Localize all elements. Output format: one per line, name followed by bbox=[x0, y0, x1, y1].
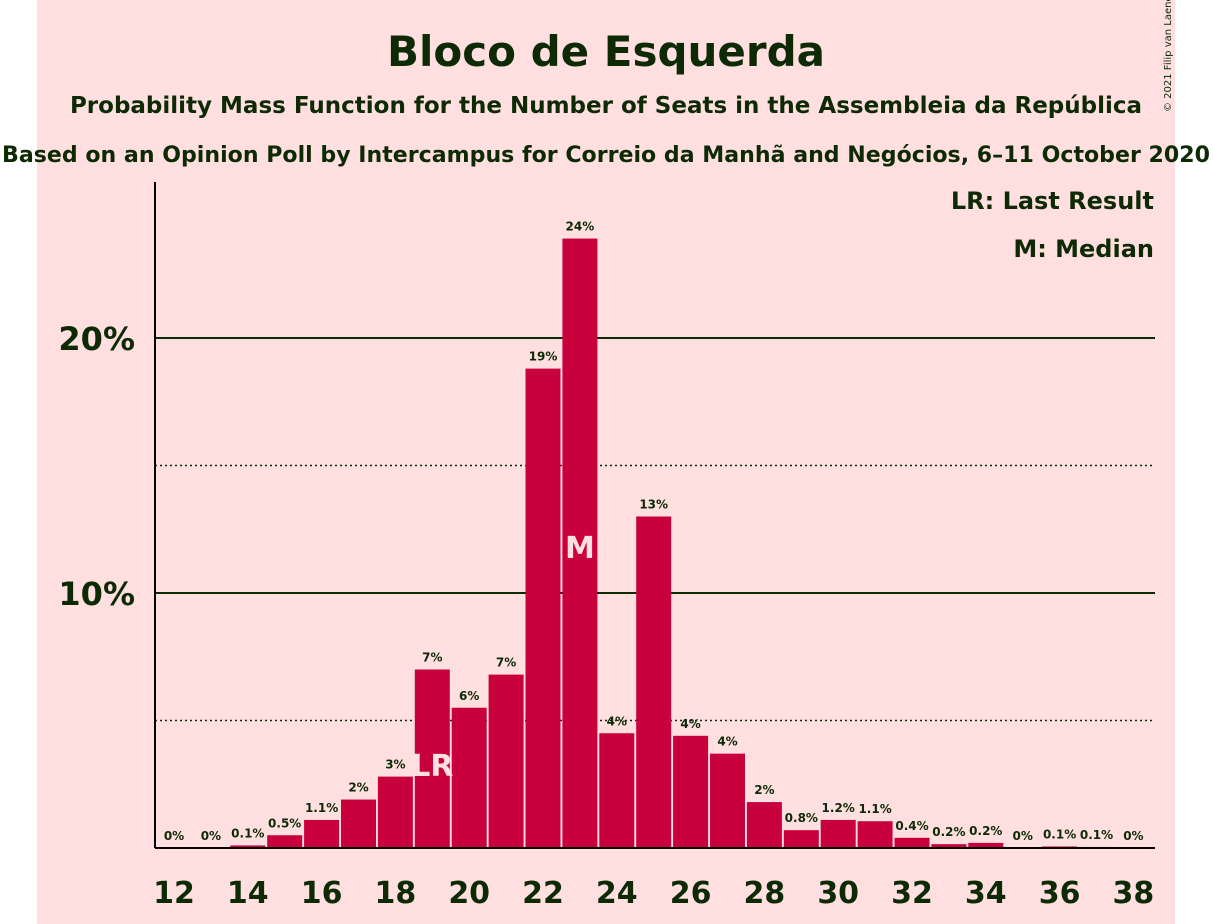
bar-seat-24 bbox=[599, 733, 635, 848]
y-ticks: 10% 20% bbox=[58, 320, 135, 613]
bar-seat-17 bbox=[341, 799, 376, 848]
last-result-marker: LR bbox=[411, 749, 453, 784]
x-tick-22: 22 bbox=[522, 876, 564, 911]
x-tick-12: 12 bbox=[153, 876, 195, 911]
bar-seat-20 bbox=[451, 707, 487, 848]
bar-label-seat-25: 13% bbox=[639, 498, 668, 512]
bar-label-seat-18: 3% bbox=[385, 758, 405, 772]
x-tick-26: 26 bbox=[670, 876, 712, 911]
x-tick-24: 24 bbox=[596, 876, 638, 911]
y-tick-20: 20% bbox=[58, 320, 135, 358]
bar-label-seat-38: 0% bbox=[1123, 829, 1143, 843]
bar-seat-32 bbox=[894, 837, 930, 848]
bar-label-seat-32: 0.4% bbox=[895, 819, 928, 833]
markers: LR M bbox=[411, 531, 595, 784]
bar-labels: 0% 0% 0.1% 0.5% 1.1% 2% 3% 7% 6% 7% 19% 24% 4% 13% 4% 4… bbox=[164, 220, 1144, 843]
x-tick-38: 38 bbox=[1113, 876, 1155, 911]
bar-seat-29 bbox=[783, 830, 819, 848]
bar-label-seat-28: 2% bbox=[754, 783, 774, 797]
x-tick-34: 34 bbox=[965, 876, 1007, 911]
bar-label-seat-31: 1.1% bbox=[858, 802, 891, 816]
chart-title: Bloco de Esquerda bbox=[387, 27, 825, 76]
bar-seat-14 bbox=[230, 845, 266, 848]
bar-seat-19 bbox=[414, 669, 450, 848]
chart-subtitle: Probability Mass Function for the Number… bbox=[70, 93, 1142, 119]
bar-label-seat-34: 0.2% bbox=[969, 824, 1002, 838]
y-tick-10: 10% bbox=[58, 575, 135, 613]
bar-label-seat-30: 1.2% bbox=[822, 801, 855, 815]
bar-label-seat-29: 0.8% bbox=[785, 811, 818, 825]
bar-label-seat-24: 4% bbox=[607, 714, 627, 728]
bar-label-seat-12: 0% bbox=[164, 829, 184, 843]
bar-seat-16 bbox=[304, 819, 340, 848]
bar-label-seat-26: 4% bbox=[680, 717, 700, 731]
bar-label-seat-33: 0.2% bbox=[932, 825, 965, 839]
x-tick-36: 36 bbox=[1039, 876, 1081, 911]
chart-subtitle-poll: Based on an Opinion Poll by Intercampus … bbox=[2, 143, 1210, 168]
bar-seat-15 bbox=[267, 835, 303, 848]
legend-last-result: LR: Last Result bbox=[951, 187, 1154, 215]
bar-seat-27 bbox=[710, 753, 745, 848]
legend-median: M: Median bbox=[1013, 235, 1154, 263]
bars bbox=[230, 238, 1114, 849]
bar-label-seat-13: 0% bbox=[201, 829, 221, 843]
x-tick-14: 14 bbox=[227, 876, 269, 911]
bar-label-seat-16: 1.1% bbox=[305, 801, 338, 815]
x-tick-18: 18 bbox=[375, 876, 417, 911]
bar-seat-23 bbox=[562, 238, 598, 849]
copyright-note: © 2021 Filip van Laenen bbox=[1163, 0, 1174, 112]
bar-label-seat-20: 6% bbox=[459, 689, 479, 703]
bar-label-seat-23: 24% bbox=[566, 220, 595, 234]
bar-seat-21 bbox=[488, 674, 524, 848]
bar-seat-28 bbox=[746, 802, 782, 848]
x-tick-20: 20 bbox=[448, 876, 490, 911]
bar-label-seat-14: 0.1% bbox=[231, 826, 264, 840]
bar-label-seat-22: 19% bbox=[529, 350, 558, 364]
x-tick-32: 32 bbox=[891, 876, 933, 911]
bar-label-seat-15: 0.5% bbox=[268, 816, 301, 830]
median-marker: M bbox=[565, 531, 595, 566]
x-ticks: 12 14 16 18 20 22 24 26 28 30 32 34 36 38 bbox=[153, 876, 1154, 911]
bar-label-seat-27: 4% bbox=[717, 735, 737, 749]
x-tick-28: 28 bbox=[744, 876, 786, 911]
bar-seat-33 bbox=[931, 844, 967, 848]
bar-label-seat-35: 0% bbox=[1013, 829, 1033, 843]
x-tick-30: 30 bbox=[817, 876, 859, 911]
bar-label-seat-21: 7% bbox=[496, 656, 516, 670]
bar-seat-25 bbox=[636, 516, 672, 848]
bar-seat-22 bbox=[525, 368, 561, 848]
bar-label-seat-19: 7% bbox=[422, 651, 442, 665]
bar-seat-30 bbox=[820, 819, 856, 848]
bar-seat-34 bbox=[968, 842, 1004, 848]
bar-label-seat-36: 0.1% bbox=[1043, 827, 1076, 841]
x-tick-16: 16 bbox=[301, 876, 343, 911]
bar-label-seat-37: 0.1% bbox=[1080, 828, 1113, 842]
bar-label-seat-17: 2% bbox=[348, 781, 368, 795]
bar-seat-26 bbox=[673, 735, 709, 848]
bar-seat-31 bbox=[857, 821, 893, 848]
bar-seat-18 bbox=[377, 776, 413, 848]
